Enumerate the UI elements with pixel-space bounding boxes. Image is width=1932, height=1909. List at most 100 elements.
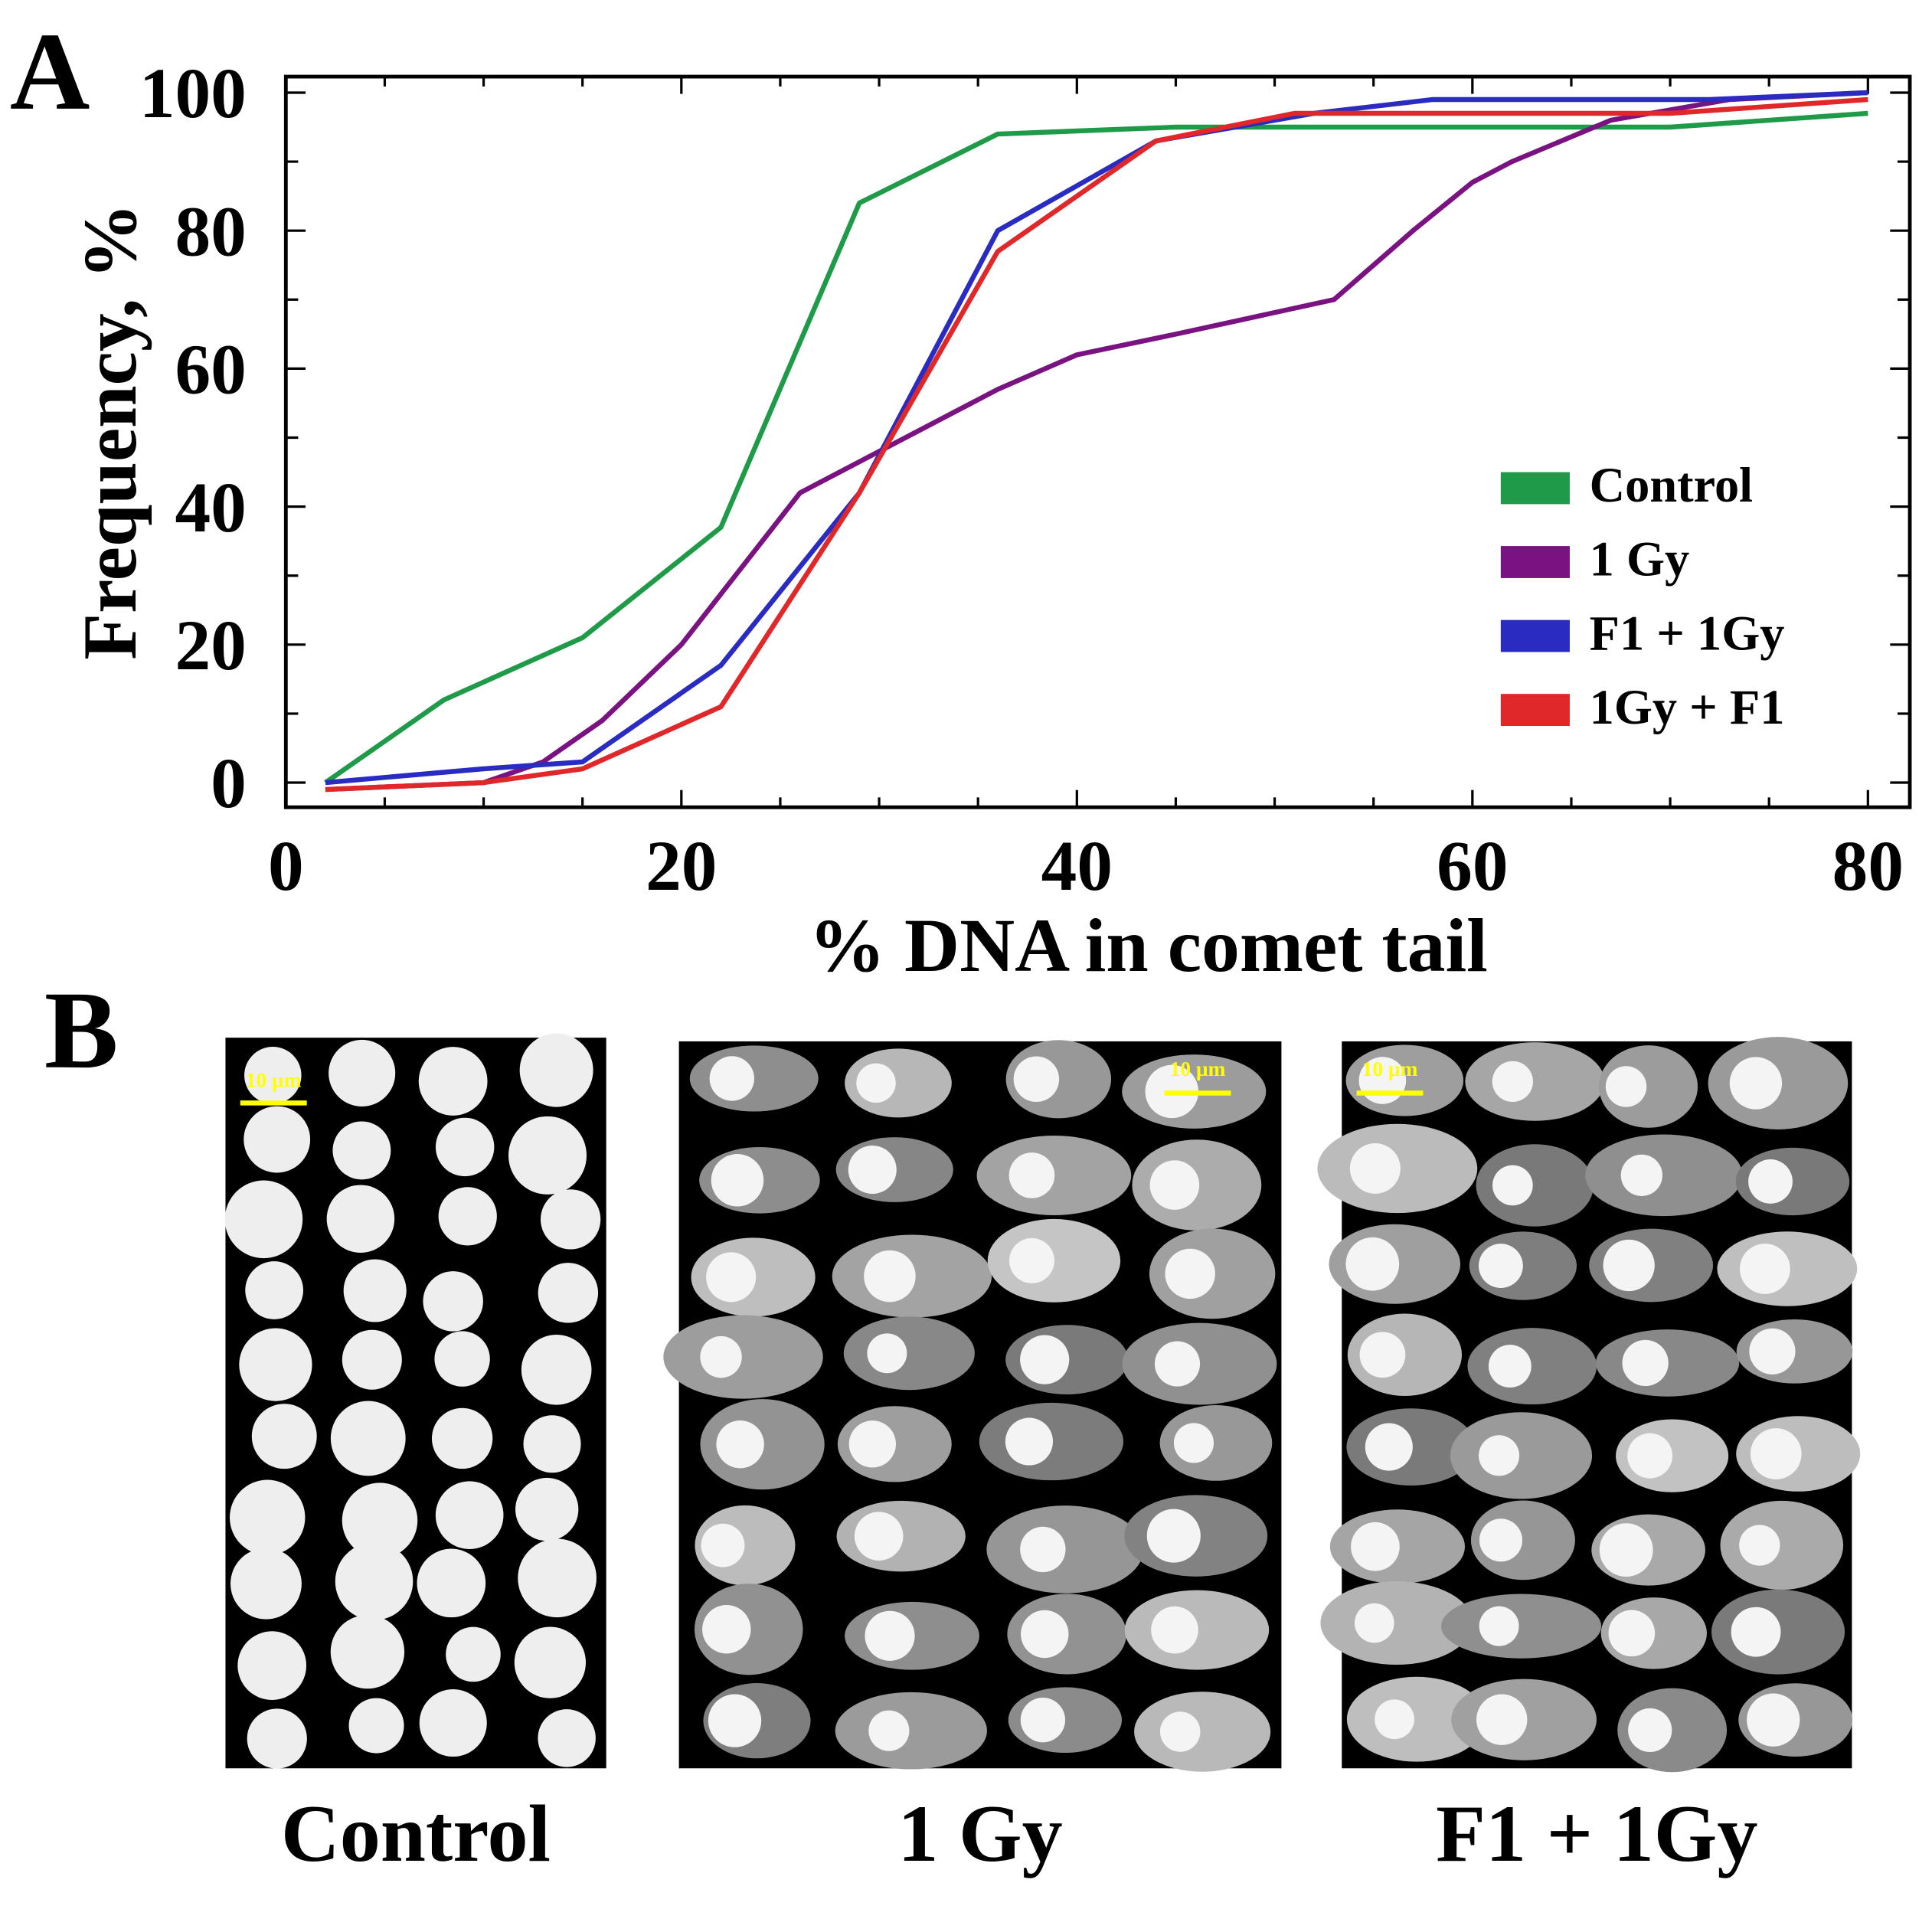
- axis-ticks: 0 20 40 60 80 0 20 40 60 80 100: [139, 54, 1911, 906]
- comet-head: [702, 1605, 751, 1654]
- cell-nucleus: [330, 1401, 406, 1476]
- cell-nucleus: [518, 1538, 597, 1618]
- comet-head: [856, 1063, 896, 1103]
- legend-label: 1 Gy: [1590, 532, 1690, 587]
- cell-nucleus: [230, 1548, 302, 1620]
- cell-nucleus: [237, 1631, 307, 1700]
- panel-a-label: A: [10, 11, 90, 133]
- comet-head: [1620, 1154, 1662, 1196]
- comet-head: [1739, 1525, 1780, 1566]
- comet-head: [1005, 1417, 1054, 1466]
- comet-head: [1603, 1239, 1655, 1292]
- cell-nucleus: [332, 1121, 391, 1180]
- comet: [835, 1692, 987, 1770]
- comet-head: [1359, 1332, 1406, 1378]
- comet: [1599, 1045, 1698, 1128]
- comet-head: [1021, 1610, 1069, 1659]
- comet: [1320, 1581, 1473, 1665]
- cell-nucleus: [434, 1331, 490, 1387]
- comet-head: [1149, 1160, 1200, 1210]
- comet-head: [1008, 1152, 1055, 1198]
- panel-b-label: B: [44, 969, 119, 1092]
- cell-nucleus: [342, 1329, 402, 1390]
- y-tick-label: 60: [175, 331, 246, 410]
- comet-head: [1622, 1339, 1669, 1387]
- series-line-1: [325, 90, 1868, 793]
- comet-head: [1492, 1165, 1533, 1206]
- comet-head: [1488, 1345, 1532, 1388]
- cell-nucleus: [230, 1479, 306, 1555]
- comet-head: [1492, 1061, 1533, 1103]
- y-tick-label: 20: [175, 606, 246, 685]
- comet-head: [1375, 1699, 1414, 1740]
- series-line-0: [324, 110, 1868, 785]
- x-tick-label: 20: [646, 827, 717, 906]
- series-line-3: [325, 96, 1868, 793]
- comet-head: [1608, 1610, 1656, 1657]
- comet-head: [1750, 1428, 1802, 1479]
- comet-head: [1354, 1603, 1394, 1643]
- cell-nucleus: [342, 1482, 418, 1558]
- cell-nucleus: [251, 1404, 317, 1469]
- comet-head: [1351, 1522, 1400, 1571]
- comet-head: [865, 1610, 915, 1661]
- comet: [843, 1316, 975, 1391]
- comet: [1465, 1042, 1605, 1121]
- cell-nucleus: [335, 1542, 414, 1620]
- comet-head: [1173, 1423, 1214, 1463]
- comet-head: [1146, 1509, 1201, 1563]
- cell-nucleus: [417, 1548, 486, 1618]
- comet-head: [1605, 1066, 1647, 1107]
- comet-head: [709, 1056, 754, 1101]
- comet: [1585, 1134, 1743, 1217]
- comet-head: [854, 1512, 904, 1561]
- comet-head: [1151, 1606, 1198, 1654]
- micrograph-label: 1 Gy: [897, 1788, 1062, 1878]
- cell-nucleus: [244, 1106, 311, 1173]
- comet-head: [711, 1154, 764, 1207]
- cell-nucleus: [239, 1328, 312, 1401]
- cell-nucleus: [515, 1477, 579, 1541]
- cell-nucleus: [435, 1481, 504, 1550]
- comet-head: [706, 1252, 757, 1303]
- cell-nucleus: [419, 1688, 487, 1757]
- cell-nucleus: [343, 1259, 407, 1322]
- comet-head: [848, 1420, 897, 1468]
- cell-nucleus: [538, 1263, 599, 1323]
- x-tick-label: 0: [268, 827, 304, 906]
- micrograph-2: 10 µm: [1317, 1037, 1861, 1773]
- comet-head: [1627, 1433, 1673, 1479]
- y-tick-label: 100: [139, 54, 247, 133]
- y-tick-label: 0: [211, 744, 247, 823]
- comet-head: [1013, 1056, 1060, 1103]
- cell-nucleus: [514, 1626, 587, 1698]
- cell-nucleus: [244, 1047, 302, 1104]
- comet-head: [868, 1710, 910, 1751]
- scale-bar-label: 10 µm: [1170, 1057, 1226, 1080]
- comet-head: [701, 1523, 745, 1567]
- scale-bar-label: 10 µm: [1362, 1057, 1418, 1080]
- comet-head: [1159, 1711, 1201, 1752]
- comet-head: [1476, 1694, 1528, 1745]
- cell-nucleus: [224, 1180, 303, 1259]
- comet: [663, 1315, 823, 1399]
- comet-head: [1020, 1698, 1066, 1743]
- cell-nucleus: [247, 1708, 307, 1769]
- series-line-2: [325, 90, 1868, 786]
- cell-nucleus: [326, 1185, 395, 1253]
- comet-head: [1747, 1693, 1800, 1747]
- comet-head: [1345, 1237, 1400, 1291]
- legend-label: F1 + 1Gy: [1590, 606, 1785, 660]
- comet-head: [1154, 1341, 1201, 1387]
- comet-head: [1731, 1607, 1781, 1657]
- cell-nucleus: [508, 1116, 587, 1195]
- micrograph-1: 10 µm: [663, 1040, 1282, 1772]
- legend-swatch: [1500, 546, 1570, 578]
- cumulative-frequency-chart: 0 20 40 60 80 0 20 40 60 80 100 Control 1 Gy F1 + 1G…: [67, 54, 1912, 988]
- scale-bar-label: 10 µm: [246, 1068, 302, 1091]
- x-axis-label: % DNA in comet tail: [809, 903, 1488, 988]
- comet-head: [1599, 1523, 1653, 1577]
- comet: [1467, 1328, 1597, 1405]
- comet-head: [1479, 1435, 1520, 1476]
